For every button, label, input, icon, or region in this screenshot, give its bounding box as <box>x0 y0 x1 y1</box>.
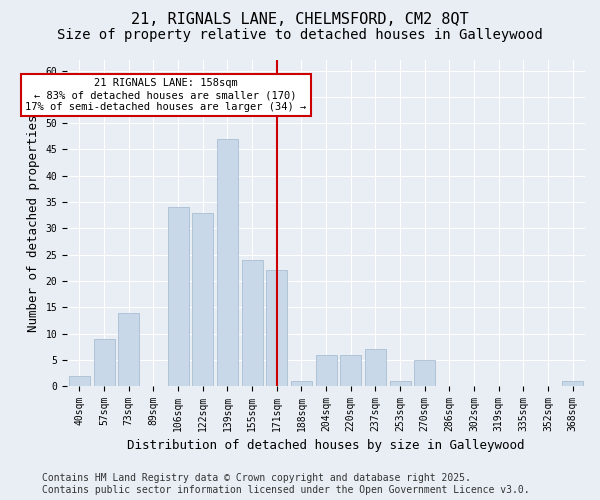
Bar <box>217 139 238 386</box>
Bar <box>94 339 115 386</box>
Text: 21 RIGNALS LANE: 158sqm
← 83% of detached houses are smaller (170)
17% of semi-d: 21 RIGNALS LANE: 158sqm ← 83% of detache… <box>25 78 307 112</box>
Y-axis label: Number of detached properties: Number of detached properties <box>27 114 40 332</box>
Bar <box>192 212 213 386</box>
X-axis label: Distribution of detached houses by size in Galleywood: Distribution of detached houses by size … <box>127 440 525 452</box>
Bar <box>167 208 188 386</box>
Text: Size of property relative to detached houses in Galleywood: Size of property relative to detached ho… <box>57 28 543 42</box>
Bar <box>316 354 337 386</box>
Bar <box>69 376 90 386</box>
Bar <box>118 312 139 386</box>
Bar <box>242 260 263 386</box>
Bar <box>266 270 287 386</box>
Bar <box>414 360 435 386</box>
Bar <box>365 350 386 386</box>
Bar <box>389 381 410 386</box>
Bar <box>291 381 312 386</box>
Text: Contains HM Land Registry data © Crown copyright and database right 2025.
Contai: Contains HM Land Registry data © Crown c… <box>42 474 530 495</box>
Bar <box>562 381 583 386</box>
Bar <box>340 354 361 386</box>
Text: 21, RIGNALS LANE, CHELMSFORD, CM2 8QT: 21, RIGNALS LANE, CHELMSFORD, CM2 8QT <box>131 12 469 28</box>
